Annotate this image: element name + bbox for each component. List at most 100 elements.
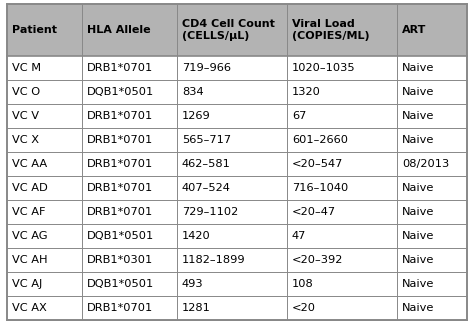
Bar [287, 152, 397, 176]
Bar [397, 248, 467, 272]
Bar [7, 248, 82, 272]
Text: VC M: VC M [12, 63, 41, 73]
Text: DQB1*0501: DQB1*0501 [87, 279, 154, 289]
Text: VC AD: VC AD [12, 183, 48, 193]
Bar [287, 272, 397, 296]
Text: 1269: 1269 [182, 111, 211, 121]
Text: DRB1*0701: DRB1*0701 [87, 159, 153, 169]
Text: VC AF: VC AF [12, 207, 46, 217]
Text: 407–524: 407–524 [182, 183, 231, 193]
Text: Naive: Naive [402, 135, 434, 145]
Bar [177, 224, 287, 248]
Bar [7, 176, 82, 200]
Text: 719–966: 719–966 [182, 63, 231, 73]
Bar [82, 272, 177, 296]
Text: VC AH: VC AH [12, 255, 47, 265]
Bar [177, 296, 287, 320]
Text: Naive: Naive [402, 183, 434, 193]
Bar [82, 152, 177, 176]
Text: Naive: Naive [402, 231, 434, 241]
Text: <20–47: <20–47 [292, 207, 336, 217]
Text: DRB1*0701: DRB1*0701 [87, 63, 153, 73]
Text: 47: 47 [292, 231, 306, 241]
Bar [7, 4, 82, 56]
Text: DRB1*0701: DRB1*0701 [87, 183, 153, 193]
Bar [177, 104, 287, 128]
Bar [7, 128, 82, 152]
Text: 1420: 1420 [182, 231, 211, 241]
Bar [287, 200, 397, 224]
Text: 67: 67 [292, 111, 306, 121]
Bar [7, 80, 82, 104]
Bar [7, 56, 82, 80]
Text: Naive: Naive [402, 87, 434, 97]
Bar [397, 80, 467, 104]
Text: 1320: 1320 [292, 87, 321, 97]
Text: VC X: VC X [12, 135, 39, 145]
Text: DRB1*0701: DRB1*0701 [87, 207, 153, 217]
Bar [397, 272, 467, 296]
Bar [177, 56, 287, 80]
Text: 462–581: 462–581 [182, 159, 231, 169]
Bar [7, 224, 82, 248]
Text: Naive: Naive [402, 207, 434, 217]
Text: 1182–1899: 1182–1899 [182, 255, 246, 265]
Bar [397, 296, 467, 320]
Text: <20–547: <20–547 [292, 159, 343, 169]
Text: 1281: 1281 [182, 303, 211, 313]
Bar [287, 296, 397, 320]
Bar [7, 272, 82, 296]
Text: VC AG: VC AG [12, 231, 47, 241]
Bar [177, 176, 287, 200]
Bar [177, 248, 287, 272]
Bar [82, 104, 177, 128]
Bar [177, 80, 287, 104]
Bar [397, 128, 467, 152]
Text: DQB1*0501: DQB1*0501 [87, 87, 154, 97]
Bar [287, 104, 397, 128]
Bar [82, 4, 177, 56]
Text: Naive: Naive [402, 111, 434, 121]
Bar [82, 200, 177, 224]
Bar [177, 128, 287, 152]
Bar [177, 272, 287, 296]
Text: VC AA: VC AA [12, 159, 47, 169]
Text: 601–2660: 601–2660 [292, 135, 348, 145]
Bar [7, 152, 82, 176]
Bar [177, 152, 287, 176]
Text: CD4 Cell Count
(CELLS/μL): CD4 Cell Count (CELLS/μL) [182, 19, 275, 41]
Text: DRB1*0701: DRB1*0701 [87, 111, 153, 121]
Text: VC AX: VC AX [12, 303, 47, 313]
Text: <20: <20 [292, 303, 316, 313]
Bar [82, 56, 177, 80]
Text: DRB1*0701: DRB1*0701 [87, 135, 153, 145]
Text: 729–1102: 729–1102 [182, 207, 238, 217]
Text: VC AJ: VC AJ [12, 279, 42, 289]
Bar [397, 104, 467, 128]
Bar [397, 56, 467, 80]
Text: DRB1*0701: DRB1*0701 [87, 303, 153, 313]
Bar [82, 176, 177, 200]
Bar [177, 4, 287, 56]
Bar [397, 4, 467, 56]
Bar [287, 56, 397, 80]
Bar [287, 224, 397, 248]
Text: DRB1*0301: DRB1*0301 [87, 255, 153, 265]
Text: 108: 108 [292, 279, 314, 289]
Bar [82, 128, 177, 152]
Bar [397, 224, 467, 248]
Text: Patient: Patient [12, 25, 57, 35]
Bar [7, 296, 82, 320]
Text: VC O: VC O [12, 87, 40, 97]
Bar [287, 4, 397, 56]
Bar [287, 248, 397, 272]
Bar [287, 128, 397, 152]
Text: Viral Load
(COPIES/ML): Viral Load (COPIES/ML) [292, 19, 370, 41]
Text: 493: 493 [182, 279, 204, 289]
Bar [287, 176, 397, 200]
Bar [82, 224, 177, 248]
Text: 08/2013: 08/2013 [402, 159, 449, 169]
Text: Naive: Naive [402, 279, 434, 289]
Bar [397, 152, 467, 176]
Text: 834: 834 [182, 87, 204, 97]
